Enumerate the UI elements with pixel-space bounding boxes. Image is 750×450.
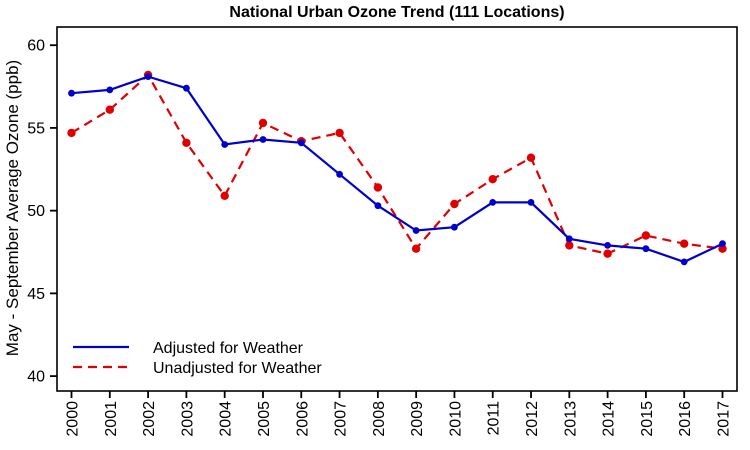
x-tick-label: 2006 bbox=[294, 401, 311, 437]
y-tick-label: 45 bbox=[27, 286, 45, 303]
series-adjusted-point bbox=[451, 223, 458, 231]
series-adjusted-point bbox=[680, 258, 688, 266]
x-tick-label: 2002 bbox=[141, 401, 158, 437]
x-tick-label: 2017 bbox=[716, 401, 733, 437]
series-adjusted-point bbox=[259, 136, 267, 143]
series-unadjusted-point bbox=[258, 118, 268, 128]
series-unadjusted-point bbox=[411, 244, 421, 253]
y-tick-label: 50 bbox=[27, 203, 45, 220]
series-unadjusted-point bbox=[488, 175, 497, 184]
y-tick-label: 40 bbox=[27, 369, 45, 386]
x-tick-label: 2008 bbox=[371, 401, 388, 437]
series-adjusted-point bbox=[297, 139, 305, 147]
x-tick-label: 2005 bbox=[256, 401, 273, 437]
series-adjusted-point bbox=[489, 199, 497, 206]
series-unadjusted-point bbox=[450, 199, 459, 209]
series-unadjusted-point bbox=[105, 105, 115, 114]
x-tick-label: 2013 bbox=[562, 401, 579, 437]
y-tick-label: 60 bbox=[27, 38, 45, 55]
legend-label-unadjusted: Unadjusted for Weather bbox=[153, 360, 322, 377]
series-adjusted-point bbox=[68, 89, 75, 97]
series-unadjusted-point bbox=[67, 128, 76, 138]
series-adjusted-point bbox=[642, 245, 650, 253]
legend-label-adjusted: Adjusted for Weather bbox=[153, 340, 304, 357]
series-adjusted-point bbox=[336, 170, 343, 178]
x-tick-label: 2001 bbox=[103, 401, 120, 437]
legend-item-unadjusted: Unadjusted for Weather bbox=[73, 360, 322, 377]
series-unadjusted-point bbox=[526, 153, 536, 162]
x-tick-label: 2011 bbox=[486, 401, 503, 436]
legend-item-adjusted: Adjusted for Weather bbox=[73, 340, 304, 357]
series-unadjusted-point bbox=[641, 231, 651, 240]
x-tick-label: 2014 bbox=[601, 401, 618, 437]
series-unadjusted-point bbox=[680, 239, 689, 248]
series-unadjusted-line bbox=[70, 73, 723, 255]
series-adjusted-point bbox=[719, 240, 726, 248]
x-tick-label: 2016 bbox=[677, 401, 694, 437]
series-adjusted-point bbox=[106, 86, 114, 94]
series-adjusted-point bbox=[183, 84, 190, 92]
series-adjusted-point bbox=[374, 202, 382, 210]
legend: Adjusted for Weather Unadjusted for Weat… bbox=[73, 340, 322, 377]
series-unadjusted-point bbox=[603, 249, 612, 258]
x-tick-label: 2009 bbox=[409, 401, 426, 437]
series-unadjusted-point bbox=[220, 191, 229, 200]
x-tick-label: 2012 bbox=[524, 401, 541, 437]
x-tick-label: 2004 bbox=[218, 401, 235, 437]
x-tick-label: 2007 bbox=[333, 401, 350, 437]
y-tick-label: 55 bbox=[27, 120, 45, 137]
series-unadjusted-point bbox=[718, 244, 727, 253]
series-adjusted-line bbox=[71, 75, 723, 264]
series-unadjusted-point bbox=[565, 241, 574, 250]
chart-title: National Urban Ozone Trend (111 Location… bbox=[229, 4, 564, 21]
x-tick-label: 2010 bbox=[447, 401, 464, 437]
series-adjusted-point bbox=[144, 73, 152, 80]
x-tick-label: 2000 bbox=[65, 401, 82, 437]
series-adjusted-point bbox=[604, 242, 611, 249]
series-unadjusted-point bbox=[182, 138, 191, 147]
series-unadjusted-point bbox=[335, 128, 344, 138]
series-adjusted-point bbox=[565, 235, 573, 243]
series-unadjusted-point bbox=[373, 183, 383, 192]
x-tick-label: 2015 bbox=[639, 401, 656, 437]
x-tick-label: 2003 bbox=[179, 401, 196, 437]
plot-border bbox=[56, 26, 738, 392]
series-adjusted-point bbox=[221, 141, 229, 148]
plot-area: 40 45 50 55 60 2000 2001 2002 2003 2004 2005 2006 20… bbox=[27, 26, 738, 437]
series-adjusted-point bbox=[412, 227, 420, 234]
y-axis-label: May - September Average Ozone (ppb) bbox=[3, 60, 22, 356]
series-adjusted-point bbox=[527, 199, 535, 206]
